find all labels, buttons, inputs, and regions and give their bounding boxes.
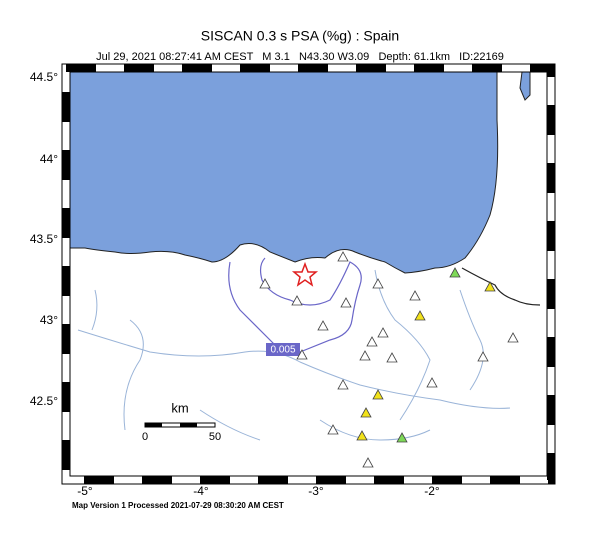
scale-label: 0 <box>142 431 148 443</box>
station <box>291 295 303 306</box>
sea <box>69 71 499 274</box>
station <box>414 310 426 321</box>
river <box>91 289 98 331</box>
station <box>396 432 408 443</box>
station <box>337 251 349 262</box>
contour-label-box <box>266 343 300 356</box>
station <box>362 457 374 468</box>
station <box>356 430 368 441</box>
stations <box>259 251 519 468</box>
scale-label: 50 <box>209 431 221 443</box>
station <box>426 377 438 388</box>
lon-label: -3° <box>308 484 324 498</box>
lat-label: 44° <box>40 152 58 166</box>
border <box>461 267 541 306</box>
station <box>259 278 271 289</box>
station <box>484 281 496 292</box>
epicenter <box>291 261 319 287</box>
station <box>366 336 378 347</box>
station <box>340 297 352 308</box>
river <box>459 289 484 391</box>
station <box>296 349 308 360</box>
map-title: SISCAN 0.3 s PSA (%g) : Spain <box>201 28 399 44</box>
contour-label: 0.005 <box>270 345 295 356</box>
pga-contour <box>228 257 362 353</box>
river <box>123 319 144 431</box>
map-frame <box>62 64 555 484</box>
station <box>377 327 389 338</box>
station <box>409 290 421 301</box>
river <box>319 419 431 441</box>
scale-bar-segment <box>145 423 162 427</box>
lat-label: 43° <box>40 313 58 327</box>
river <box>77 329 511 409</box>
map-subtitle: Jul 29, 2021 08:27:41 AM CEST M 3.1 N43.… <box>96 51 504 63</box>
station <box>337 379 349 390</box>
lat-label: 43.5° <box>30 232 58 246</box>
scale-unit: km <box>171 400 188 415</box>
lon-label: -5° <box>77 484 93 498</box>
station <box>327 424 339 435</box>
map-frame-inner <box>69 71 548 477</box>
lon-label: -2° <box>424 484 440 498</box>
river <box>199 409 261 441</box>
station <box>449 267 461 278</box>
station <box>507 332 519 343</box>
lon-label: -4° <box>193 484 209 498</box>
map-frame-outline <box>61 63 556 485</box>
river <box>374 269 431 421</box>
station <box>372 389 384 400</box>
station <box>372 278 384 289</box>
station <box>317 320 329 331</box>
footer: Map Version 1 Processed 2021-07-29 08:30… <box>72 501 284 510</box>
station <box>359 350 371 361</box>
lat-label: 44.5° <box>30 70 58 84</box>
station <box>477 351 489 362</box>
station <box>360 407 372 418</box>
station <box>386 352 398 363</box>
map-area: 0.005 km 0 50 <box>69 71 547 476</box>
scale-bar-segment <box>180 423 197 427</box>
lat-label: 42.5° <box>30 394 58 408</box>
